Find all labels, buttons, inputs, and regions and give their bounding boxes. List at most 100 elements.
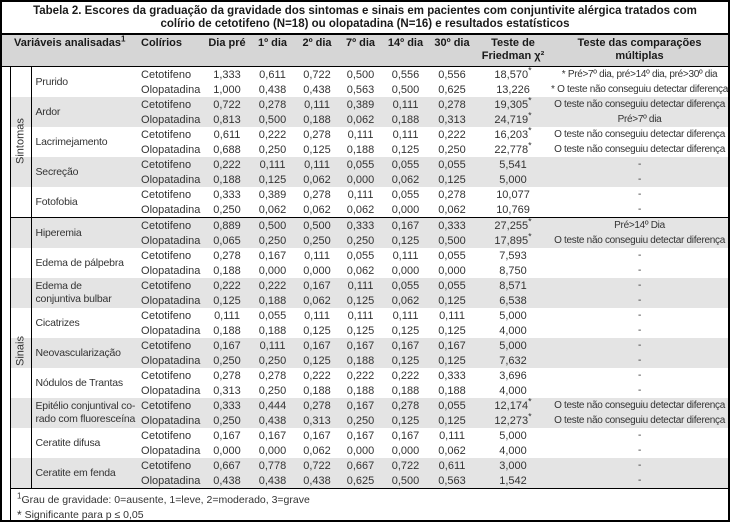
score-value: 0,438 <box>303 83 331 96</box>
score-value: 0,667 <box>204 458 251 473</box>
gutter-cell <box>2 308 11 323</box>
gutter-cell <box>2 458 11 473</box>
footnote-gravidade: 1Grau de gravidade: 0=ausente, 1=leve, 2… <box>17 492 728 507</box>
score-value: 0,125 <box>250 172 296 187</box>
section-label-cell <box>10 383 32 398</box>
score-value: 0,556 <box>391 68 420 81</box>
score-value: 0,611 <box>259 68 286 81</box>
score-value: 0,278 <box>303 128 331 141</box>
gutter-cell <box>2 187 11 202</box>
score-value: 0,000 <box>339 172 383 187</box>
score-value: 0,111 <box>347 309 374 322</box>
comparacao-result: - <box>638 309 642 321</box>
score-value: 0,167 <box>303 429 331 442</box>
table-row: Edema de conjuntiva bulbar Cetotifeno 0,22… <box>2 278 728 308</box>
comparacao-result: O teste não conseguiu detectar diferença <box>554 128 725 140</box>
score-value: 0,167 <box>258 249 287 262</box>
score-value: 0,222 <box>258 128 287 141</box>
col-header-dia-30: 30º dia <box>429 35 476 67</box>
significance-asterisk: * <box>528 215 532 226</box>
comparacao-result: - <box>638 384 642 396</box>
table-row: Olopatadina 0,188 0,125 0,062 0,000 0,062 0,12… <box>2 172 728 187</box>
score-value: 0,111 <box>382 97 430 112</box>
results-table: Variáveis analisadas1 Colírios Dia pré 1… <box>2 35 728 488</box>
table-row: Olopatadina 0,065 0,250 0,250 0,250 0,125 0,50… <box>2 230 728 248</box>
col-header-variaveis: Variáveis analisadas1 <box>2 35 139 67</box>
significance-asterisk: * <box>528 94 532 105</box>
colirio-name: Cetotifeno <box>138 157 205 172</box>
score-value: 0,062 <box>438 444 466 457</box>
comparacao-result: - <box>638 249 642 261</box>
variable-name: Neovascularização <box>31 338 139 368</box>
gutter-cell <box>2 278 11 293</box>
gutter-cell <box>2 97 11 112</box>
score-value: 0,167 <box>429 338 476 353</box>
score-value: 0,055 <box>429 398 476 413</box>
significance-asterisk: * <box>528 410 532 421</box>
section-label-cell <box>10 217 32 233</box>
gutter-cell <box>2 428 11 443</box>
col-header-variaveis-label: Variáveis analisadas <box>14 37 122 49</box>
colirio-name: Olopatadina <box>138 473 205 488</box>
colirio-name: Cetotifeno <box>138 97 205 112</box>
score-value: 0,055 <box>429 278 476 293</box>
section-label-cell <box>10 413 32 428</box>
score-value: 0,111 <box>347 188 374 201</box>
score-value: 0,167 <box>339 338 383 353</box>
gutter-cell <box>2 338 11 353</box>
friedman-value: 24,719* <box>475 110 552 127</box>
comparacao-result: * O teste não conseguiu detectar diferen… <box>551 83 728 95</box>
score-value: 0,563 <box>429 473 476 488</box>
score-value: 0,625 <box>339 473 383 488</box>
variable-name: Edema de conjuntiva bulbar <box>31 278 139 308</box>
gutter-cell <box>2 157 11 172</box>
footnote-text-2: Significante para p ≤ 0,05 <box>24 509 144 521</box>
gutter-cell <box>2 473 11 488</box>
score-value: 0,062 <box>303 444 331 457</box>
score-value: 0,000 <box>391 444 420 457</box>
section-label-cell <box>10 338 32 353</box>
gutter-cell <box>2 127 11 142</box>
table-row: Ceratite difusa Cetotifeno 0,167 0,167 0,167… <box>2 428 728 449</box>
score-value: 0,250 <box>258 143 287 156</box>
significance-asterisk: * <box>528 230 532 241</box>
section-label-cell <box>10 398 32 413</box>
score-value: 0,438 <box>204 473 251 488</box>
score-value: 0,167 <box>213 429 241 442</box>
score-value: 0,188 <box>213 324 241 337</box>
gutter-cell <box>2 413 11 428</box>
gutter-cell <box>2 217 11 233</box>
section-label-cell <box>10 142 32 157</box>
friedman-value: 10,077 <box>496 188 530 201</box>
gutter-cell <box>2 383 11 398</box>
friedman-value: 3,000 <box>475 458 552 473</box>
friedman-value: 4,000 <box>499 444 527 457</box>
gutter-cell <box>2 142 11 157</box>
score-value: 0,250 <box>250 353 296 368</box>
score-value: 0,278 <box>382 398 430 413</box>
friedman-value: 12,174* <box>475 396 552 413</box>
score-value: 0,438 <box>250 413 296 428</box>
score-value: 0,055 <box>438 249 466 262</box>
col-header-dia-7: 7º dia <box>339 35 383 67</box>
score-value: 0,000 <box>391 203 420 216</box>
section-label-cell <box>10 278 32 293</box>
comparacao-result: - <box>638 429 642 441</box>
score-value: 0,065 <box>204 233 251 248</box>
score-value: 0,222 <box>250 278 296 293</box>
score-value: 0,188 <box>250 293 296 308</box>
section-label-cell <box>10 473 32 488</box>
colirio-name: Cetotifeno <box>141 128 192 141</box>
col-header-dia-pre: Dia pré <box>204 35 251 67</box>
score-value: 0,055 <box>382 157 430 172</box>
score-value: 0,111 <box>304 249 330 262</box>
colirio-name: Cetotifeno <box>141 68 192 81</box>
score-value: 0,611 <box>213 128 241 141</box>
score-value: 0,111 <box>392 309 419 322</box>
score-value: 0,111 <box>339 278 383 293</box>
score-value: 0,438 <box>258 83 287 96</box>
gutter-cell <box>2 443 11 458</box>
score-value: 0,250 <box>339 413 383 428</box>
score-value: 0,333 <box>204 398 251 413</box>
score-value: 0,722 <box>382 458 430 473</box>
